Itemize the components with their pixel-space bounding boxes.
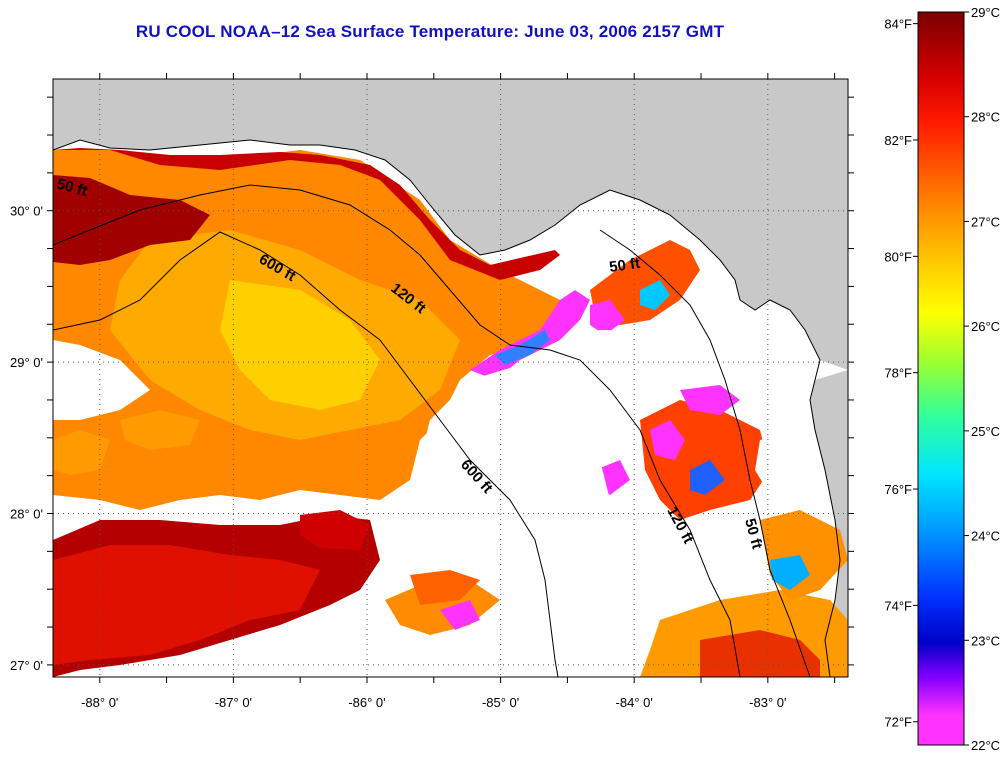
colorbar-fahrenheit-label: 72°F (884, 715, 912, 730)
lat-tick-label: 27° 0' (10, 658, 43, 673)
colorbar: 29°C 28°C 27°C 26°C 25°C 24°C 23°C 22°C 84°F 82°… (884, 5, 1000, 753)
sst-red-south (53, 545, 320, 665)
sst-red-southeast (700, 630, 820, 677)
colorbar-fahrenheit-label: 76°F (884, 482, 912, 497)
colorbar-celsius-label: 24°C (971, 529, 1000, 544)
sst-yellow-patches (220, 280, 380, 410)
cloud-mask-central-south (410, 330, 660, 620)
sst-patch-mid-2 (440, 600, 480, 630)
colorbar-celsius-label: 23°C (971, 633, 1000, 648)
land-area-north (53, 79, 848, 370)
colorbar-fahrenheit-labels: 84°F 82°F 80°F 78°F 76°F 74°F 72°F (884, 17, 918, 730)
colorbar-fahrenheit-label: 80°F (884, 249, 912, 264)
coastline (53, 139, 841, 677)
lat-tick-label: 28° 0' (10, 506, 43, 521)
colorbar-celsius-label: 26°C (971, 319, 1000, 334)
colorbar-celsius-label: 28°C (971, 110, 1000, 125)
cloud-mask-west (53, 340, 150, 420)
isobath-120ft (53, 184, 741, 677)
lat-tick-label: 29° 0' (10, 355, 43, 370)
colorbar-celsius-label: 22°C (971, 738, 1000, 753)
sst-patch-west-2 (120, 410, 200, 450)
sst-hot-western (53, 175, 210, 265)
cloud-mask-ne-shelf (680, 280, 745, 380)
map-frame (52, 78, 849, 678)
lat-tick-label: 30° 0' (10, 204, 43, 219)
colorbar-celsius-label: 29°C (971, 5, 1000, 20)
sst-patch-west-1 (53, 430, 110, 475)
isobath-50ft (599, 229, 811, 677)
lon-tick-label: -84° 0' (616, 695, 653, 710)
sst-patch-east-4 (680, 385, 740, 415)
sst-cool-streak-2 (495, 330, 550, 365)
lon-tick-label: -87° 0' (215, 695, 252, 710)
colorbar-fahrenheit-label: 84°F (884, 17, 912, 32)
map-title: RU COOL NOAA–12 Sea Surface Temperature:… (135, 22, 725, 41)
sst-hot-coastal-north (53, 148, 560, 280)
longitude-ticks: -88° 0' -87° 0' -86° 0' -85° 0' -84° 0' -83° … (81, 73, 836, 710)
map-panel (53, 79, 848, 677)
lon-tick-label: -88° 0' (81, 695, 118, 710)
colorbar-gradient (917, 11, 965, 746)
sst-mixed-ne-3 (640, 280, 670, 310)
sst-mixed-ne-2 (590, 300, 625, 335)
lon-tick-label: -85° 0' (482, 695, 519, 710)
colorbar-fahrenheit-label: 82°F (884, 133, 912, 148)
lon-tick-label: -86° 0' (348, 695, 385, 710)
isobath-600ft (53, 231, 559, 677)
colorbar-celsius-label: 27°C (971, 214, 1000, 229)
sst-patch-south-red (300, 510, 370, 550)
sst-patch-east-2 (650, 420, 685, 460)
sst-patch-east-6 (770, 555, 810, 590)
sst-patch-east-3 (690, 460, 725, 495)
latitude-ticks: 30° 0' 29° 0' 28° 0' 27° 0' (10, 96, 854, 673)
isobath-label: 50 ft (608, 255, 641, 276)
colorbar-fahrenheit-label: 78°F (884, 366, 912, 381)
sst-mixed-ne-1 (590, 240, 700, 325)
colorbar-fahrenheit-label: 74°F (884, 598, 912, 613)
colorbar-celsius-labels: 29°C 28°C 27°C 26°C 25°C 24°C 23°C 22°C (964, 5, 1000, 753)
lon-tick-label: -83° 0' (749, 695, 786, 710)
sst-patch-mid-1 (410, 570, 480, 605)
cloud-mask-east-coast (755, 430, 815, 500)
colorbar-celsius-label: 25°C (971, 424, 1000, 439)
